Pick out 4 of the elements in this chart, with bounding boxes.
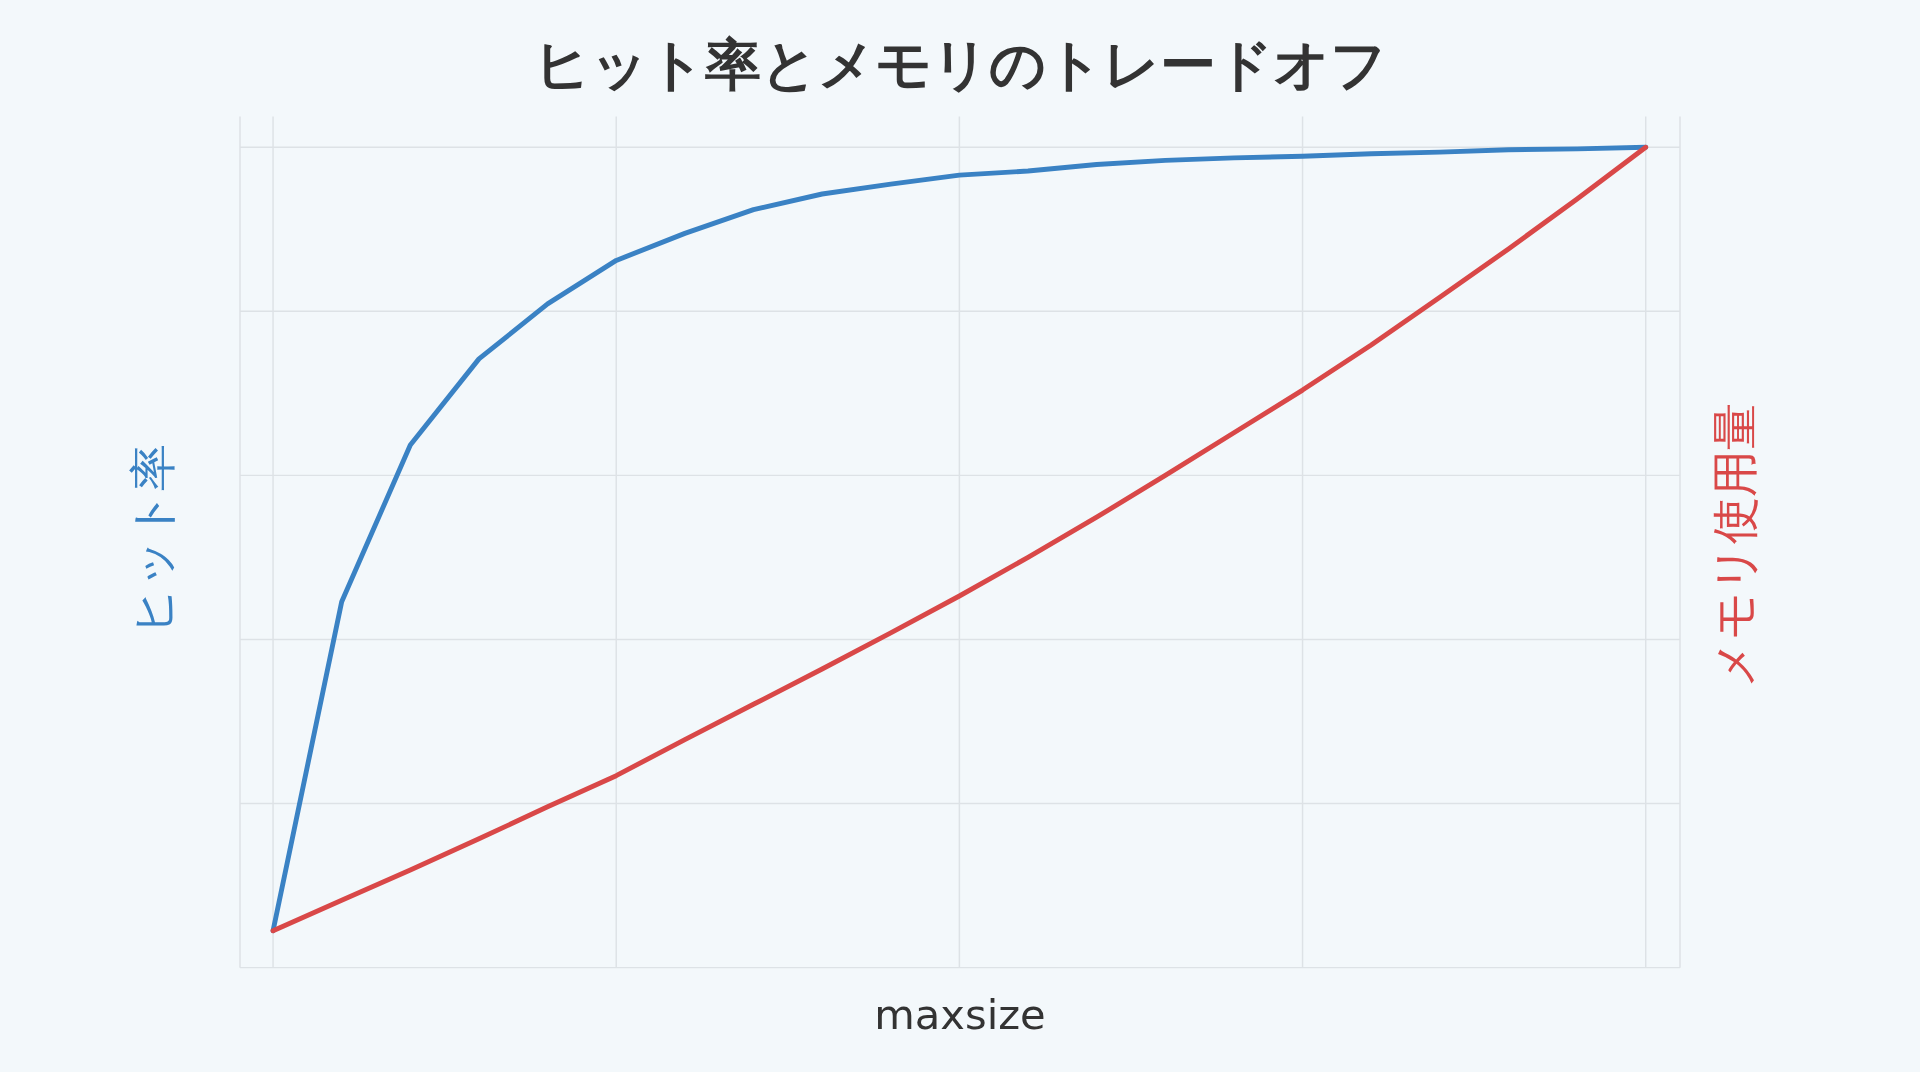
chart-title: ヒット率とメモリのトレードオフ xyxy=(533,31,1387,97)
y-axis-title: ヒット率 xyxy=(125,443,180,635)
x-axis-title: maxsize xyxy=(874,989,1046,1039)
y2-axis-title: メモリ使用量 xyxy=(1708,402,1763,688)
